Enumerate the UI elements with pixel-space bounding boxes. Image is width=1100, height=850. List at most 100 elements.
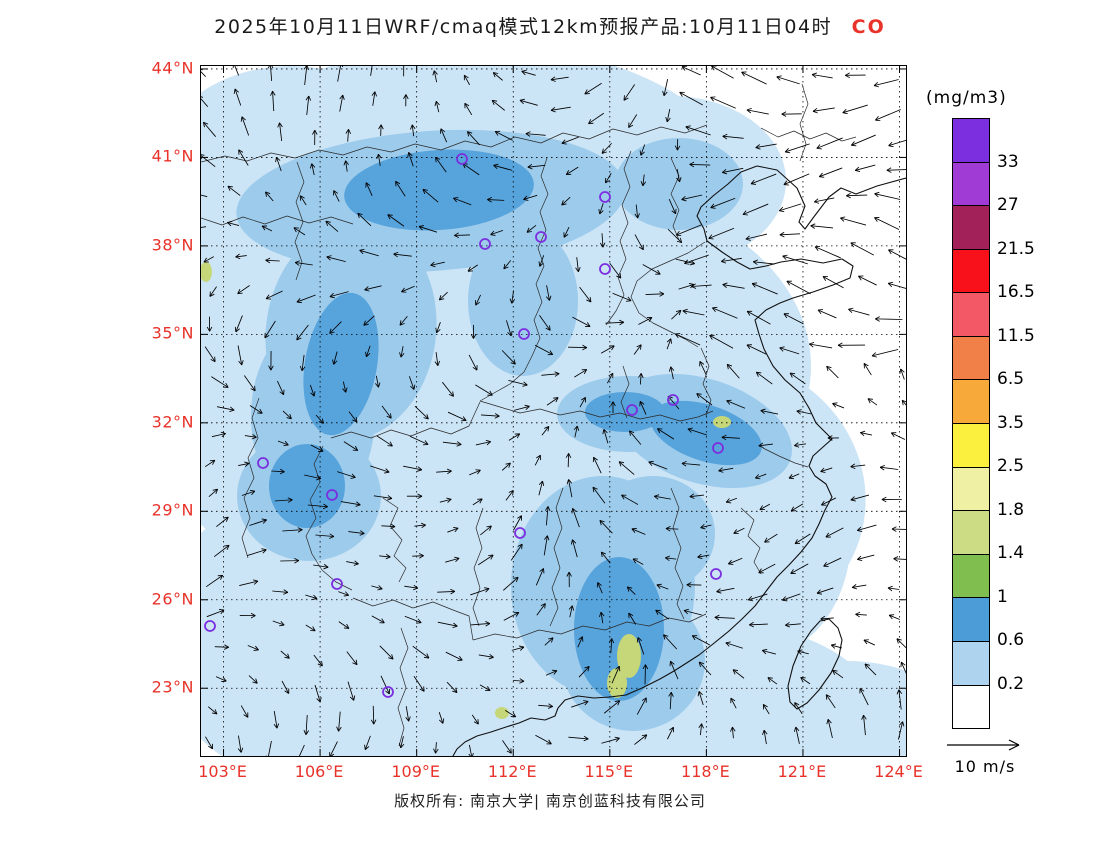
city-marker (710, 568, 722, 580)
co-fill-region (615, 138, 743, 230)
wind-vector (887, 585, 900, 592)
colorbar-tick-label: 21.5 (997, 238, 1035, 259)
wind-vector (268, 350, 274, 371)
wind-vector (239, 579, 259, 586)
colorbar-cell (953, 597, 989, 641)
wind-vector (412, 553, 424, 559)
wind-vector (565, 166, 579, 176)
city-marker (514, 527, 526, 539)
wind-vector (342, 381, 348, 393)
wind-vector (346, 651, 358, 666)
wind-vector (779, 346, 800, 355)
wind-vector (592, 456, 602, 474)
wind-vector (794, 702, 803, 715)
wind-vector (280, 650, 290, 659)
wind-vector (343, 160, 349, 172)
boundary-layer (201, 83, 906, 756)
wind-vector (751, 282, 778, 295)
wind-vector (684, 254, 709, 265)
wind-vector (433, 742, 439, 754)
wind-vector (329, 741, 338, 756)
wind-vector (348, 411, 358, 423)
wind-vector (830, 643, 842, 649)
province-border (241, 397, 260, 559)
wind-vector (812, 107, 835, 114)
wind-vector (732, 669, 745, 679)
wind-vector (626, 586, 636, 595)
wind-vector (233, 88, 242, 106)
colorbar-tick-label: 0.6 (997, 630, 1025, 650)
wind-vector (475, 439, 491, 446)
wind-vector (827, 435, 839, 441)
wind-vector (681, 194, 703, 202)
wind-vector (762, 729, 768, 745)
wind-vector (793, 726, 800, 744)
colorbar-cell (953, 466, 989, 511)
province-border (700, 347, 712, 417)
wind-vector (478, 653, 494, 660)
wind-vector (634, 734, 648, 745)
province-border (549, 487, 564, 627)
wind-vector (480, 413, 500, 419)
wind-vector (470, 587, 490, 596)
map-canvas (201, 66, 906, 756)
wind-vector (261, 225, 273, 232)
wind-vector (602, 428, 609, 444)
province-border (472, 613, 707, 641)
co-fill-region (269, 444, 345, 528)
wind-vector (434, 352, 441, 366)
wind-vector (370, 465, 390, 474)
wind-vector (681, 461, 701, 467)
wind-vector (788, 473, 800, 480)
wind-vector (407, 152, 414, 167)
wind-vector (296, 294, 316, 304)
wind-vector (598, 611, 605, 624)
wind-vector (826, 365, 839, 379)
wind-reference-arrow (947, 739, 1020, 751)
wind-vector (410, 124, 416, 137)
wind-vector (863, 639, 875, 646)
wind-vector (746, 344, 767, 355)
wind-vector (786, 280, 811, 295)
wind-vector (823, 557, 842, 567)
colorbar-cell (953, 161, 989, 206)
wind-vector (376, 153, 382, 166)
wind-vector (747, 593, 768, 602)
wind-vector (800, 676, 811, 685)
wind-vector (414, 522, 426, 529)
wind-vector (413, 675, 425, 692)
wind-vector (610, 401, 616, 414)
co-fill-region (736, 661, 906, 756)
wind-vector (314, 684, 322, 703)
wind-vector (837, 342, 866, 349)
wind-vector (247, 548, 267, 556)
wind-vector (858, 275, 877, 286)
wind-vector (573, 425, 580, 438)
wind-vector (636, 637, 645, 655)
wind-vector (855, 611, 867, 618)
wind-vector (305, 95, 312, 116)
wind-vector (206, 574, 224, 588)
wind-vector (874, 217, 900, 230)
wind-vector (491, 99, 506, 111)
wind-vector (741, 71, 767, 85)
wind-vector (746, 310, 771, 325)
wind-vector (437, 588, 456, 595)
wind-vector (674, 139, 681, 151)
wind-vector (606, 372, 614, 384)
wind-vector (699, 361, 707, 376)
wind-vector (468, 744, 474, 756)
wind-vector (697, 553, 710, 560)
wind-vector (214, 644, 229, 650)
wind-vector (778, 203, 802, 213)
wind-vector (512, 678, 525, 684)
wind-vector (832, 402, 845, 409)
wind-vector (475, 384, 493, 396)
wind-vector (299, 354, 306, 372)
wind-vector (453, 197, 472, 206)
province-border (472, 507, 484, 627)
wind-vector (665, 109, 671, 123)
wind-vector (205, 736, 214, 750)
city-marker (456, 153, 468, 165)
